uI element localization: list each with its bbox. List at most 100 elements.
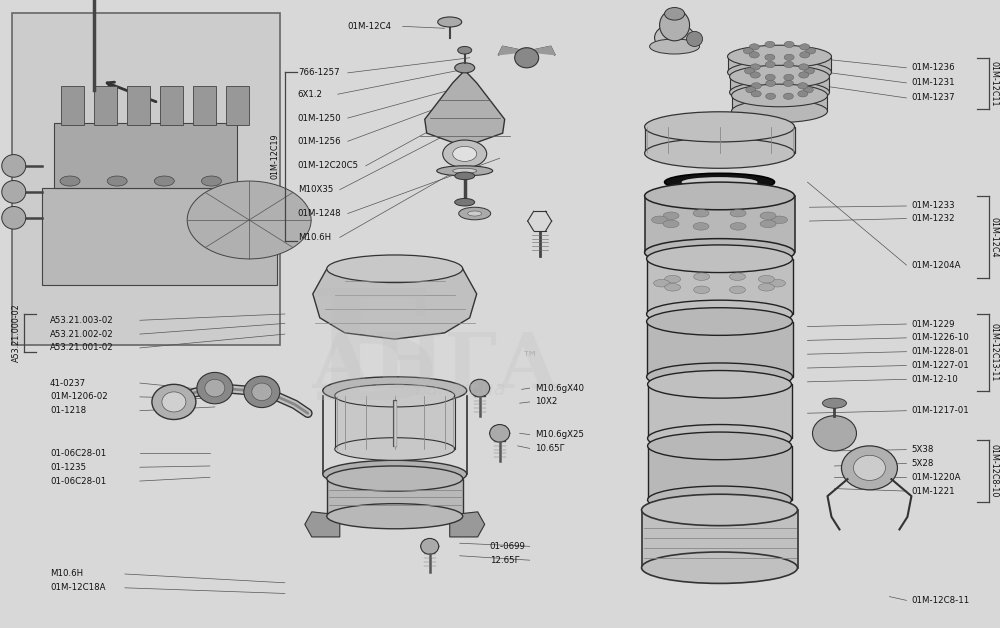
Ellipse shape xyxy=(459,207,491,220)
Ellipse shape xyxy=(750,72,760,78)
Text: M10X35: M10X35 xyxy=(298,185,333,194)
Ellipse shape xyxy=(765,74,775,80)
Ellipse shape xyxy=(645,182,795,210)
Text: 01M-1232: 01M-1232 xyxy=(911,214,955,223)
Ellipse shape xyxy=(2,154,26,177)
Text: АНГА: АНГА xyxy=(310,330,559,404)
Ellipse shape xyxy=(749,51,759,58)
Polygon shape xyxy=(527,46,555,55)
Bar xyxy=(42,188,277,285)
Ellipse shape xyxy=(647,245,793,273)
Polygon shape xyxy=(499,46,527,55)
Text: 10.65Г: 10.65Г xyxy=(535,444,565,453)
Ellipse shape xyxy=(162,392,186,412)
Ellipse shape xyxy=(783,80,793,87)
Ellipse shape xyxy=(645,112,795,142)
Ellipse shape xyxy=(655,24,695,51)
Ellipse shape xyxy=(687,31,703,46)
Ellipse shape xyxy=(201,176,221,186)
Ellipse shape xyxy=(766,93,776,99)
Ellipse shape xyxy=(812,416,856,451)
Ellipse shape xyxy=(648,432,792,460)
Text: A53.21.001-02: A53.21.001-02 xyxy=(50,344,114,352)
Text: 01M-1206-02: 01M-1206-02 xyxy=(50,392,108,401)
Ellipse shape xyxy=(663,212,679,220)
Ellipse shape xyxy=(784,62,794,68)
Text: 01M-1256: 01M-1256 xyxy=(298,137,341,146)
Ellipse shape xyxy=(205,379,225,397)
Text: 01M-12C8-11: 01M-12C8-11 xyxy=(911,596,970,605)
Bar xyxy=(193,86,216,125)
FancyBboxPatch shape xyxy=(12,13,280,345)
Bar xyxy=(160,86,183,125)
Ellipse shape xyxy=(770,279,786,287)
Ellipse shape xyxy=(443,140,487,168)
Ellipse shape xyxy=(730,222,746,230)
Ellipse shape xyxy=(822,398,846,408)
Ellipse shape xyxy=(806,48,816,54)
Ellipse shape xyxy=(437,166,493,176)
Ellipse shape xyxy=(728,61,831,84)
Ellipse shape xyxy=(647,300,793,328)
Text: 01M-1229: 01M-1229 xyxy=(911,320,955,328)
Bar xyxy=(645,196,795,252)
Text: 01-1218: 01-1218 xyxy=(50,406,86,415)
Bar xyxy=(647,322,793,377)
Text: 01M-1233: 01M-1233 xyxy=(911,202,955,210)
Ellipse shape xyxy=(654,279,670,287)
Ellipse shape xyxy=(455,172,475,180)
Ellipse shape xyxy=(760,220,776,227)
Bar xyxy=(335,396,455,449)
Ellipse shape xyxy=(749,44,759,50)
Ellipse shape xyxy=(648,425,792,452)
Text: 01M-1227-01: 01M-1227-01 xyxy=(911,361,969,370)
Ellipse shape xyxy=(841,446,897,490)
Ellipse shape xyxy=(804,68,814,74)
Ellipse shape xyxy=(803,87,813,93)
Ellipse shape xyxy=(455,198,475,206)
Text: 01-06C28-01: 01-06C28-01 xyxy=(50,477,106,485)
Ellipse shape xyxy=(154,176,174,186)
Ellipse shape xyxy=(490,425,510,442)
Text: 01-06C28-01: 01-06C28-01 xyxy=(50,449,106,458)
Text: 01M-1221: 01M-1221 xyxy=(911,487,955,495)
Bar xyxy=(127,86,150,125)
Ellipse shape xyxy=(765,54,775,60)
Ellipse shape xyxy=(743,48,753,54)
Ellipse shape xyxy=(2,181,26,203)
Ellipse shape xyxy=(642,494,798,526)
Ellipse shape xyxy=(730,65,829,88)
Ellipse shape xyxy=(799,72,809,78)
Ellipse shape xyxy=(758,276,774,283)
Text: 01M-1220A: 01M-1220A xyxy=(911,473,961,482)
Ellipse shape xyxy=(730,81,829,104)
Text: M10.6H: M10.6H xyxy=(298,233,331,242)
Bar xyxy=(648,446,792,500)
Text: M10.6H: M10.6H xyxy=(50,570,83,578)
Ellipse shape xyxy=(252,383,272,401)
Ellipse shape xyxy=(760,212,776,220)
Text: 01M-1204A: 01M-1204A xyxy=(911,261,961,269)
Ellipse shape xyxy=(732,100,827,122)
Ellipse shape xyxy=(244,376,280,408)
Ellipse shape xyxy=(728,45,831,68)
Ellipse shape xyxy=(800,51,810,58)
Ellipse shape xyxy=(665,8,685,20)
Ellipse shape xyxy=(693,222,709,230)
Ellipse shape xyxy=(438,17,462,27)
Text: 01M-1248: 01M-1248 xyxy=(298,209,341,218)
Text: 01M-1236: 01M-1236 xyxy=(911,63,955,72)
Text: 12.65Г: 12.65Г xyxy=(490,556,520,565)
Ellipse shape xyxy=(327,466,463,491)
Ellipse shape xyxy=(799,64,809,70)
Ellipse shape xyxy=(468,211,482,216)
Ellipse shape xyxy=(327,504,463,529)
Ellipse shape xyxy=(335,438,455,460)
Ellipse shape xyxy=(853,455,885,480)
Ellipse shape xyxy=(783,93,793,99)
Ellipse shape xyxy=(650,39,700,54)
Ellipse shape xyxy=(642,552,798,583)
Text: M10.6gX40: M10.6gX40 xyxy=(535,384,584,392)
Ellipse shape xyxy=(758,283,774,291)
Text: A53.21.002-02: A53.21.002-02 xyxy=(50,330,114,338)
